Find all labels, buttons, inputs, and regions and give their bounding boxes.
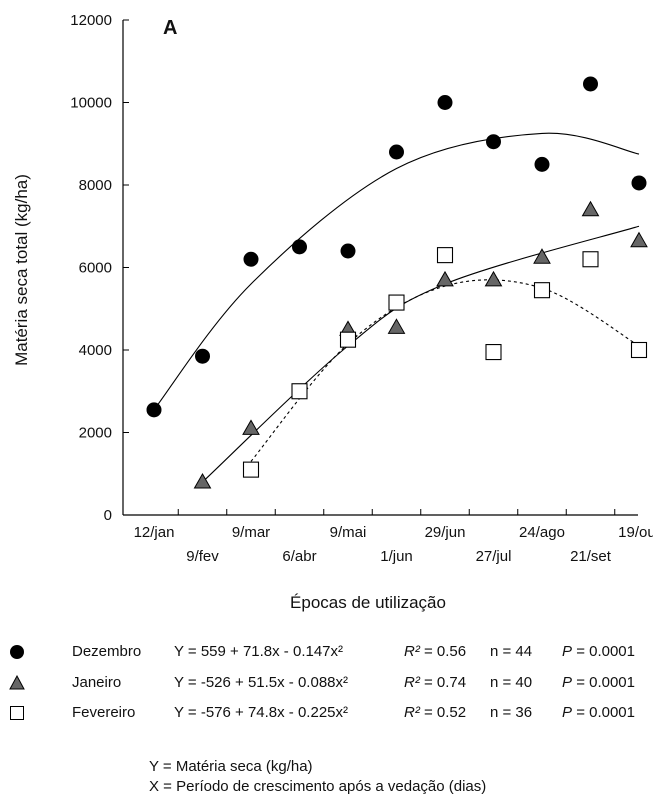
y-tick-label: 2000 [79, 425, 112, 442]
filled-circle-icon [10, 645, 24, 659]
legend-p: P = 0.0001 [562, 704, 635, 721]
legend-equation: Y = 559 + 71.8x - 0.147x² [174, 643, 344, 660]
panel-label: A [163, 17, 177, 39]
legend-p: P = 0.0001 [562, 674, 635, 691]
x-tick-label: 19/out [618, 524, 653, 541]
p-value: = 0.0001 [576, 674, 635, 691]
r2-value: = 0.74 [424, 674, 467, 691]
point-dezembro [631, 175, 647, 191]
legend-equation: Y = -576 + 74.8x - 0.225x² [174, 704, 349, 721]
point-dezembro [534, 156, 550, 172]
legend-row-dezembro: Dezembro Y = 559 + 71.8x - 0.147x² R² = … [0, 641, 653, 663]
x-tick-label: 21/set [570, 548, 612, 565]
r2-label: R² [404, 643, 420, 660]
x-tick-label: 9/fev [186, 548, 219, 565]
note-y-definition: Y = Matéria seca (kg/ha) [149, 758, 313, 775]
point-dezembro [340, 243, 356, 259]
chart: 0 2000 4000 6000 8000 10000 12000 12/jan 9/fev 9/… [12, 12, 653, 612]
x-tick-label: 6/abr [282, 548, 316, 565]
point-janeiro [387, 318, 406, 334]
x-tick-label: 24/ago [519, 524, 565, 541]
point-janeiro [630, 231, 648, 248]
y-tick-label: 4000 [79, 342, 112, 359]
point-dezembro [486, 134, 501, 150]
point-fevereiro [436, 247, 454, 264]
point-fevereiro [291, 383, 308, 400]
point-fevereiro [533, 282, 551, 299]
legend-series-name: Janeiro [72, 674, 122, 691]
legend-r2: R² = 0.56 [404, 643, 466, 660]
point-dezembro [583, 76, 598, 92]
legend-p: P = 0.0001 [562, 643, 635, 660]
p-label: P [562, 704, 573, 721]
fit-curve-janeiro [202, 225, 640, 483]
y-tick-label: 12000 [70, 12, 112, 29]
point-dezembro [195, 348, 210, 364]
x-tick-label: 9/mai [330, 524, 367, 541]
point-dezembro [146, 402, 162, 418]
x-tick-label: 9/mar [232, 524, 270, 541]
fit-curve-dezembro [153, 132, 640, 411]
point-fevereiro [630, 341, 648, 359]
x-axis-title: Épocas de utilização [290, 593, 446, 612]
r2-value: = 0.52 [424, 704, 467, 721]
fit-curve-fevereiro [250, 279, 640, 462]
legend-r2: R² = 0.74 [404, 674, 466, 691]
legend-n: n = 36 [490, 704, 533, 721]
point-dezembro [437, 95, 453, 110]
y-tick-label: 8000 [79, 177, 112, 194]
y-axis-title: Matéria seca total (kg/ha) [12, 174, 31, 366]
point-fevereiro [582, 251, 599, 268]
point-fevereiro [388, 294, 405, 311]
point-janeiro [436, 270, 454, 287]
x-tick-label: 29/jun [425, 524, 466, 541]
point-janeiro [242, 419, 260, 435]
point-janeiro [484, 270, 503, 287]
point-fevereiro [339, 331, 357, 348]
y-tick-label: 10000 [70, 95, 112, 112]
legend-series-name: Fevereiro [72, 704, 136, 721]
legend-r2: R² = 0.52 [404, 704, 466, 721]
y-tick-label: 6000 [79, 260, 112, 277]
point-dezembro [292, 239, 307, 255]
point-janeiro [581, 200, 600, 217]
data-points [146, 76, 648, 489]
legend: Dezembro Y = 559 + 71.8x - 0.147x² R² = … [0, 635, 653, 735]
point-fevereiro [242, 461, 260, 478]
p-label: P [562, 674, 573, 691]
axes: 0 2000 4000 6000 8000 10000 12000 12/jan 9/fev 9/… [70, 12, 653, 565]
point-fevereiro [485, 344, 502, 361]
p-value: = 0.0001 [576, 704, 635, 721]
point-janeiro [533, 248, 551, 264]
x-tick-label: 1/jun [380, 548, 413, 565]
r2-label: R² [404, 704, 420, 721]
x-tick-label: 12/jan [134, 524, 175, 541]
filled-triangle-icon [9, 675, 25, 690]
legend-equation: Y = -526 + 51.5x - 0.088x² [174, 674, 349, 691]
note-x-definition: X = Período de crescimento após a vedaçã… [149, 778, 487, 795]
y-tick-label: 0 [104, 507, 112, 524]
legend-n: n = 44 [490, 643, 533, 660]
point-janeiro [193, 472, 212, 489]
p-value: = 0.0001 [576, 643, 635, 660]
point-dezembro [389, 144, 404, 160]
legend-n: n = 40 [490, 674, 533, 691]
r2-label: R² [404, 674, 420, 691]
point-dezembro [243, 251, 259, 267]
legend-row-janeiro: Janeiro Y = -526 + 51.5x - 0.088x² R² = … [0, 672, 653, 694]
x-tick-label: 27/jul [476, 548, 512, 565]
r2-value: = 0.56 [424, 643, 467, 660]
p-label: P [562, 643, 573, 660]
legend-row-fevereiro: Fevereiro Y = -576 + 74.8x - 0.225x² R² … [0, 702, 653, 724]
legend-series-name: Dezembro [72, 643, 142, 660]
open-square-icon [10, 706, 24, 720]
